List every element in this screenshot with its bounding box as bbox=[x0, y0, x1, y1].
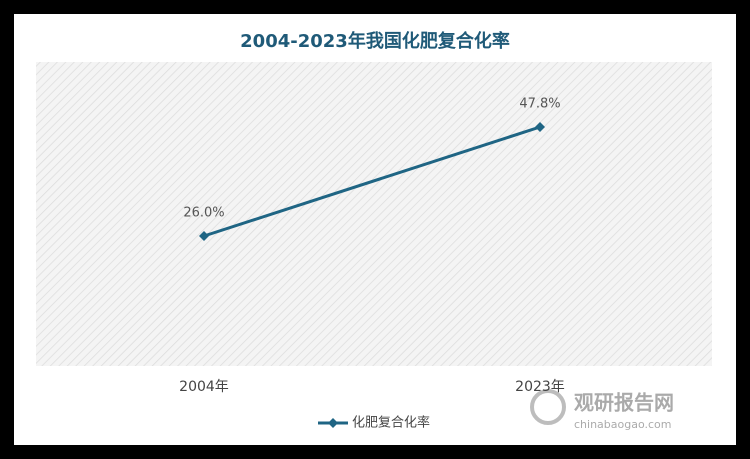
legend-label: 化肥复合化率 bbox=[352, 415, 430, 431]
watermark-logo bbox=[530, 389, 566, 425]
watermark-name: 观研报告网 bbox=[574, 391, 674, 415]
data-label: 26.0% bbox=[183, 206, 224, 221]
legend-marker bbox=[328, 418, 338, 428]
data-label: 47.8% bbox=[519, 97, 560, 112]
x-tick-label: 2023年 bbox=[515, 379, 565, 395]
plot-area bbox=[36, 62, 712, 366]
x-tick-label: 2004年 bbox=[179, 379, 229, 395]
line bbox=[203, 125, 541, 238]
chart-title: 2004-2023年我国化肥复合化率 bbox=[240, 30, 510, 52]
marker bbox=[535, 122, 545, 132]
watermark-url: chinabaogao.com bbox=[574, 418, 672, 431]
marker bbox=[199, 231, 209, 241]
watermark: 观研报告网 chinabaogao.com bbox=[530, 389, 674, 431]
